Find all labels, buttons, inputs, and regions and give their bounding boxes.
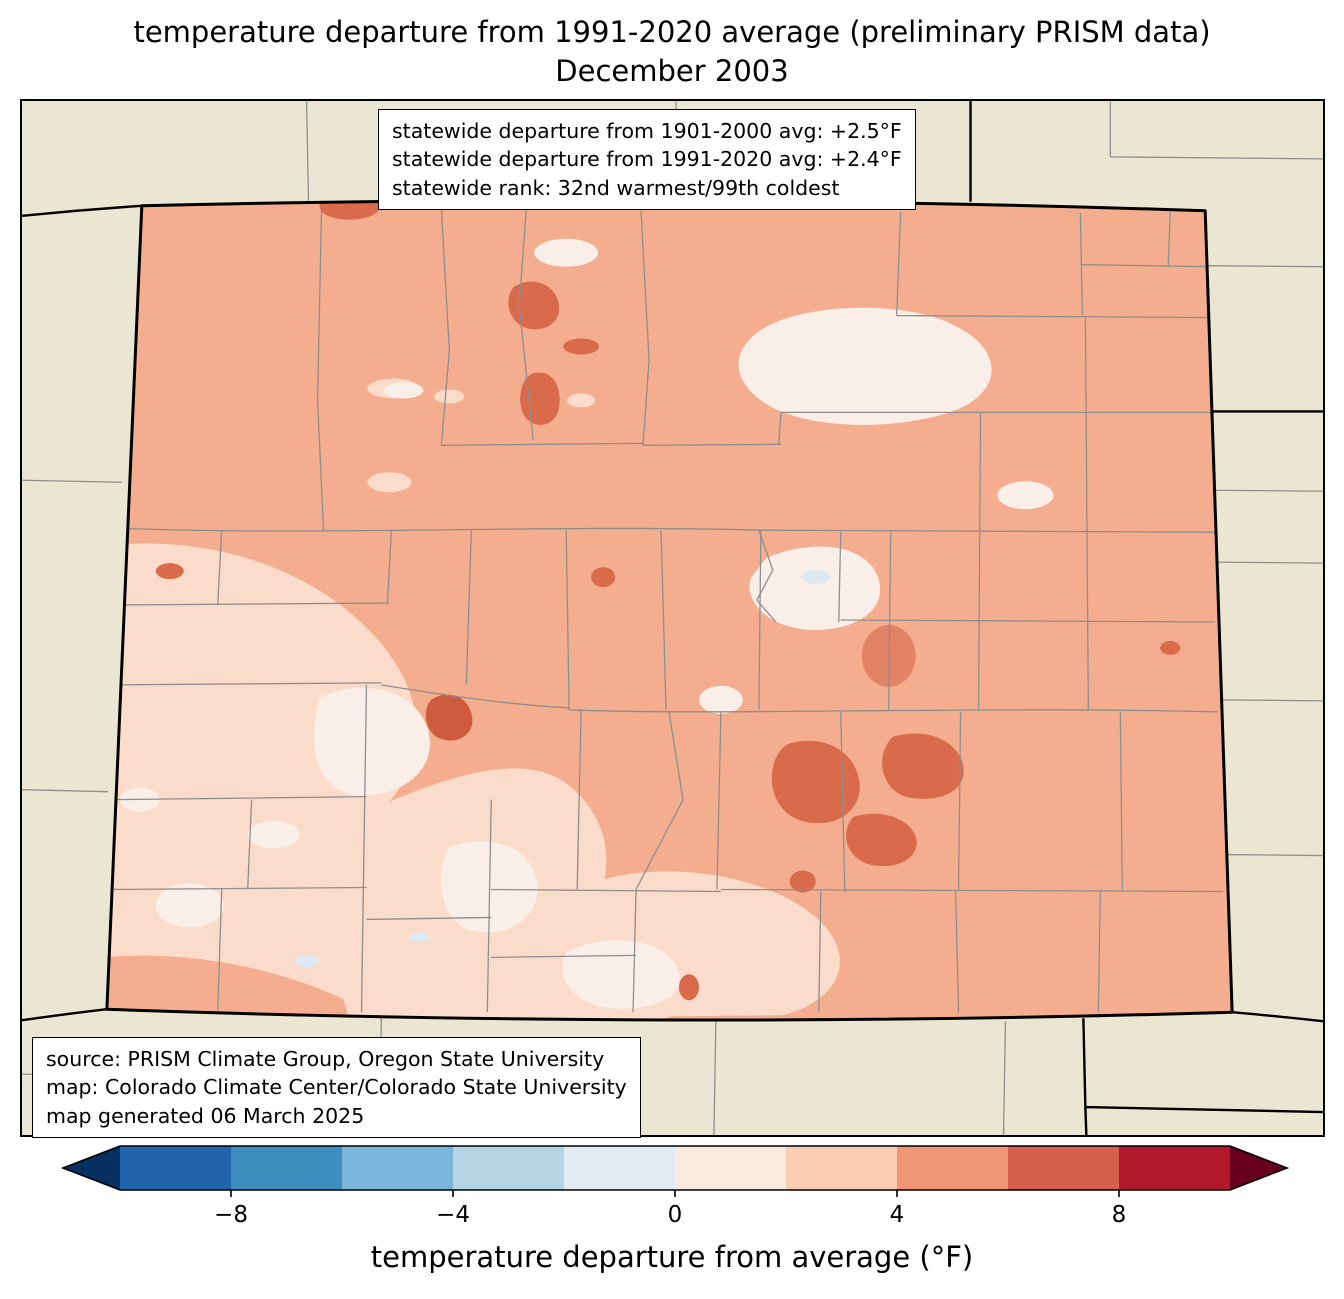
county-lines-north-east — [117, 207, 1224, 1013]
stats-line-1: statewide departure from 1901-2000 avg: … — [392, 119, 902, 143]
colorbar-tick-label: 0 — [667, 1202, 683, 1228]
figure-title: temperature departure from 1991-2020 ave… — [0, 13, 1344, 91]
colorbar-tick-label: 8 — [1111, 1202, 1127, 1228]
title-line1: temperature departure from 1991-2020 ave… — [133, 15, 1211, 49]
stats-box: statewide departure from 1901-2000 avg: … — [378, 109, 916, 210]
near-zero-patches — [119, 238, 1054, 1009]
colorbar-segment — [120, 1146, 232, 1190]
source-line-2: map: Colorado Climate Center/Colorado St… — [46, 1075, 627, 1100]
colorbar-segment — [342, 1146, 454, 1190]
colorbar-right-arrow — [1230, 1146, 1287, 1190]
colorbar-segment — [231, 1146, 343, 1190]
colorbar-outline — [60, 1145, 1290, 1191]
colorbar-segment — [453, 1146, 565, 1190]
colorbar-axis-label: temperature departure from average (°F) — [370, 1240, 974, 1274]
colorbar — [0, 1140, 1344, 1204]
colorbar-segment — [1008, 1146, 1120, 1190]
neighbor-state-borders — [22, 101, 1323, 1135]
colorbar-segment — [897, 1146, 1009, 1190]
colorado-anomaly-map — [22, 101, 1323, 1135]
stats-line-2: statewide departure from 1991-2020 avg: … — [392, 147, 902, 172]
colorbar-tick-labels: −8 −4 0 4 8 — [120, 1202, 1230, 1232]
anomaly-patches — [106, 200, 1224, 1021]
source-line-1: source: PRISM Climate Group, Oregon Stat… — [46, 1047, 605, 1071]
colorbar-gradient — [60, 1145, 1290, 1197]
colorbar-left-arrow — [63, 1146, 120, 1190]
title-line2: December 2003 — [555, 54, 789, 88]
map-area: statewide departure from 1901-2000 avg: … — [20, 99, 1325, 1138]
source-box: source: PRISM Climate Group, Oregon Stat… — [32, 1037, 641, 1138]
source-line-3: map generated 06 March 2025 — [46, 1103, 365, 1128]
colorbar-tick-label: −8 — [214, 1202, 248, 1228]
colorbar-segment — [675, 1146, 787, 1190]
cool-anomaly-patches — [294, 570, 831, 968]
colorbar-segment — [786, 1146, 898, 1190]
colorbar-segment — [1119, 1146, 1231, 1190]
stats-line-3: statewide rank: 32nd warmest/99th coldes… — [392, 175, 840, 200]
colorbar-segment — [564, 1146, 676, 1190]
colorbar-tick-label: −4 — [436, 1202, 470, 1228]
county-lines-west-south — [109, 529, 777, 1013]
colorbar-tick-label: 4 — [889, 1202, 905, 1228]
